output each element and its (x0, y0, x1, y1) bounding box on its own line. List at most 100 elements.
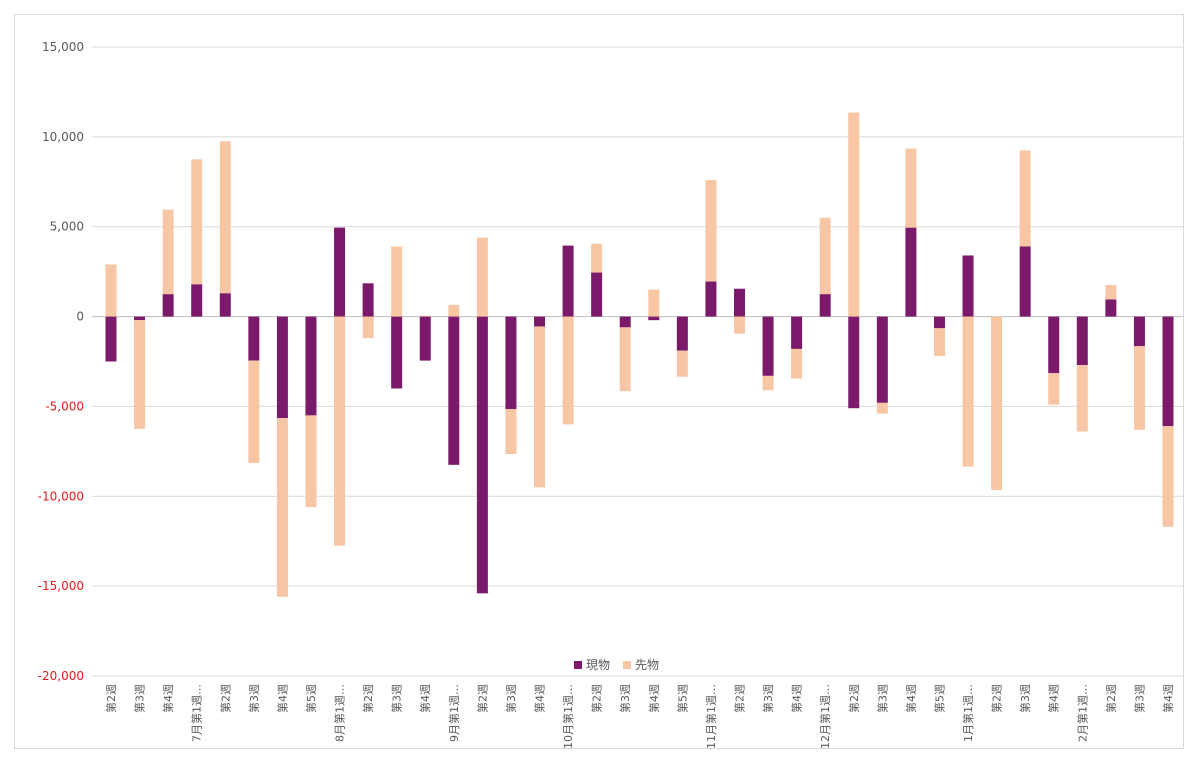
bar-spot (705, 281, 717, 317)
bar-spot (362, 283, 374, 317)
x-tick-label: 第2週 (361, 684, 375, 713)
bar-spot (733, 288, 745, 317)
legend-swatch-spot (574, 661, 582, 669)
x-tick-label: 2月第1週… (1075, 684, 1089, 742)
bar-spot (1162, 316, 1174, 427)
bars (105, 112, 1174, 597)
bar-futures (591, 243, 603, 273)
bar-futures (534, 326, 546, 488)
bar-futures (1076, 365, 1088, 432)
x-tick-label: 第3週 (875, 684, 889, 713)
x-tick-label: 第5週 (932, 684, 946, 713)
x-tick-label: 第2週 (218, 684, 232, 713)
bar-spot (105, 316, 117, 362)
bar-spot (219, 293, 231, 317)
x-tick-label: 第4週 (904, 684, 918, 713)
bar-futures (391, 246, 403, 317)
bar-spot (305, 316, 317, 416)
bar-spot (1048, 316, 1060, 374)
x-tick-label: 第2週 (475, 684, 489, 713)
bar-futures (219, 141, 231, 294)
bar-futures (1105, 285, 1117, 300)
bar-futures (1019, 150, 1031, 247)
x-tick-label: 第3週 (1018, 684, 1032, 713)
x-tick-label: 第2週 (847, 684, 861, 713)
x-tick-label: 第3週 (390, 684, 404, 713)
x-tick-label: 第4週 (275, 684, 289, 713)
bar-spot (619, 316, 631, 328)
x-axis-ticks: 第2週 第3週 第4週 7月第1週… 第2週 第3週 第4週 第5週 8月第1週… 第2週 第3週第… (104, 684, 1175, 749)
y-tick-label: 0 (76, 310, 84, 324)
bar-futures (276, 418, 288, 597)
y-tick-label: -20,000 (38, 669, 84, 683)
bar-futures (191, 159, 203, 285)
x-tick-label: 11月第1週… (704, 684, 718, 749)
bar-spot (391, 316, 403, 389)
bar-futures (819, 217, 831, 295)
x-tick-label: 第3週 (761, 684, 775, 713)
bar-spot (1076, 316, 1088, 366)
legend-label-futures: 先物 (635, 658, 659, 672)
x-tick-label: 第2週 (1104, 684, 1118, 713)
y-tick-label: -10,000 (38, 489, 84, 503)
bar-spot (134, 316, 146, 321)
bar-futures (476, 237, 488, 317)
bar-spot (676, 316, 688, 351)
y-tick-label: -5,000 (45, 399, 84, 413)
bar-futures (362, 316, 374, 339)
x-tick-label: 第4週 (161, 684, 175, 713)
x-tick-label: 第3週 (1132, 684, 1146, 713)
y-tick-label: 5,000 (50, 220, 84, 234)
bar-futures (505, 409, 517, 455)
bar-futures (105, 264, 117, 317)
bar-futures (448, 304, 460, 317)
bar-futures (1133, 346, 1145, 430)
legend-swatch-futures (623, 661, 631, 669)
bar-futures (933, 328, 945, 357)
x-tick-label: 第4週 (1161, 684, 1175, 713)
gridlines (92, 46, 1183, 677)
x-tick-label: 12月第1週… (818, 684, 832, 749)
bar-futures (876, 402, 888, 414)
x-tick-label: 第3週 (247, 684, 261, 713)
bar-spot (1133, 316, 1145, 347)
x-tick-label: 第5週 (304, 684, 318, 713)
bar-futures (648, 289, 660, 317)
y-axis-ticks: 15,000 10,000 5,000 0 -5,000 -10,000 -15,000 -2… (38, 40, 84, 683)
bar-spot (476, 316, 488, 594)
bar-spot (819, 294, 831, 317)
bar-spot (962, 255, 974, 317)
bar-futures (248, 360, 260, 464)
bar-spot (933, 316, 945, 329)
bar-spot (191, 284, 203, 317)
bar-spot (248, 316, 260, 361)
legend: 現物 先物 (574, 658, 659, 672)
bar-futures (905, 148, 917, 228)
x-tick-label: 第4週 (533, 684, 547, 713)
x-tick-label: 第4週 (1047, 684, 1061, 713)
bar-spot (848, 316, 860, 409)
y-tick-label: 15,000 (42, 40, 84, 54)
legend-label-spot: 現物 (586, 658, 610, 672)
x-tick-label: 第3週 (504, 684, 518, 713)
x-tick-label: 第4週 (418, 684, 432, 713)
x-tick-label: 10月第1週… (561, 684, 575, 749)
bar-spot (276, 316, 288, 419)
bar-futures (848, 112, 860, 317)
bar-spot (534, 316, 546, 327)
bar-spot (334, 227, 346, 317)
bar-spot (419, 316, 431, 361)
x-tick-label: 第3週 (618, 684, 632, 713)
x-tick-label: 第4週 (647, 684, 661, 713)
bar-futures (334, 316, 346, 546)
bar-spot (448, 316, 460, 465)
bar-futures (991, 316, 1003, 490)
bar-spot (162, 294, 174, 317)
bar-futures (162, 209, 174, 295)
bar-futures (134, 320, 146, 429)
bar-futures (791, 348, 803, 379)
x-tick-label: 第4週 (790, 684, 804, 713)
bar-spot (1105, 299, 1117, 317)
bar-spot (505, 316, 517, 410)
bar-futures (733, 316, 745, 334)
